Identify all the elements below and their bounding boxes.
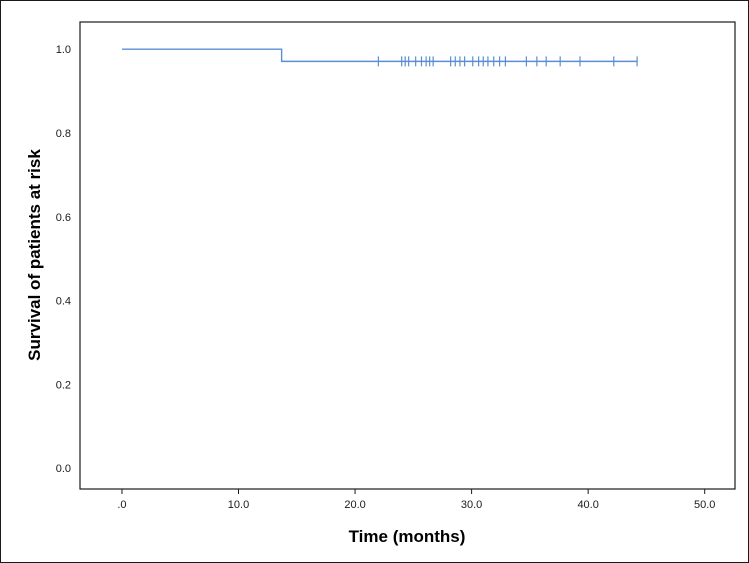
x-tick-label: .0 bbox=[117, 499, 126, 511]
x-tick-label: 10.0 bbox=[228, 499, 249, 511]
series-layer bbox=[121, 48, 638, 67]
x-tick-label: 30.0 bbox=[461, 499, 482, 511]
x-tick-label: 50.0 bbox=[694, 499, 715, 511]
y-tick-label: 0.6 bbox=[56, 212, 71, 224]
x-tick-label: 20.0 bbox=[344, 499, 365, 511]
y-tick-label: 0.0 bbox=[56, 463, 71, 475]
x-axis-ticks: .0 10.0 20.0 30.0 40.0 50.0 bbox=[117, 489, 715, 511]
plot-area bbox=[79, 21, 736, 490]
y-tick-label: 0.4 bbox=[56, 296, 71, 308]
y-tick-label: 0.8 bbox=[56, 128, 71, 140]
y-tick-label: 0.2 bbox=[56, 379, 71, 391]
x-tick-label: 40.0 bbox=[577, 499, 598, 511]
y-axis-title: Survival of patients at risk bbox=[25, 149, 44, 361]
y-axis-ticks: 0.0 0.2 0.4 0.6 0.8 1.0 bbox=[56, 44, 71, 475]
y-tick-label: 1.0 bbox=[56, 44, 71, 56]
x-axis-title: Time (months) bbox=[349, 527, 466, 546]
